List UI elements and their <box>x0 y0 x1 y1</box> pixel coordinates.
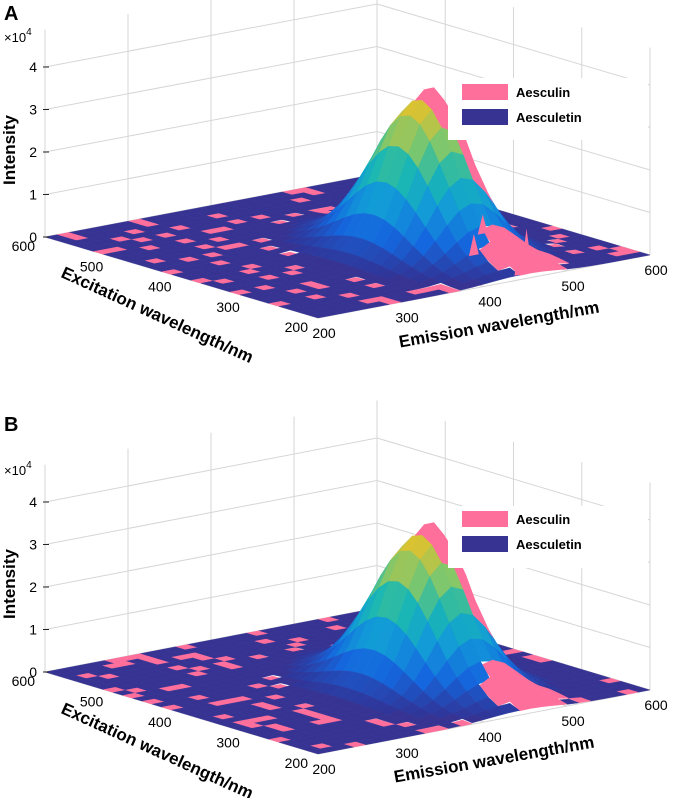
surface-patch <box>449 282 473 291</box>
legend: Aesculin Aesculetin <box>448 506 648 568</box>
surface-patch <box>509 698 532 712</box>
legend-swatch-aesculin <box>462 511 508 527</box>
z-tick-label: 0 <box>29 664 37 680</box>
y-tick-label: 500 <box>80 258 104 274</box>
x-tick-label: 400 <box>478 294 502 310</box>
y-tick-label: 200 <box>285 319 309 335</box>
chart-b: 0 1 2 3 4 200 300 400 500 600 200 300 400 500 600 B ×1… <box>0 400 668 803</box>
legend-swatch-aesculetin <box>462 536 508 552</box>
legend-label-aesculin: Aesculin <box>516 85 570 100</box>
z-tick-label: 1 <box>29 622 37 638</box>
panel-label: B <box>4 414 18 436</box>
z-gridline <box>44 3 651 86</box>
z-tick-label: 3 <box>29 537 37 553</box>
z-tick-label: 4 <box>29 494 37 510</box>
legend-swatch-aesculin <box>462 84 508 100</box>
noise-spike <box>514 245 525 276</box>
surface-patch <box>308 748 330 755</box>
surface-patch <box>308 312 330 319</box>
x-tick-label: 500 <box>561 278 585 294</box>
panel-label: A <box>4 3 18 25</box>
x-tick-label: 400 <box>478 729 502 745</box>
y-tick-label: 400 <box>148 714 172 730</box>
y-tick-label: 500 <box>80 694 104 710</box>
y-tick-label: 200 <box>285 755 309 771</box>
surface-patch <box>384 718 409 725</box>
y-tick-label: 600 <box>12 238 36 254</box>
x-tick-label: 500 <box>561 713 585 729</box>
panel-a: 0 1 2 3 4 200 300 400 500 600 200 300 400 500 600 A ×1… <box>0 0 692 399</box>
legend: Aesculin Aesculetin <box>448 78 648 140</box>
surface-patch <box>569 697 591 704</box>
x-tick-label: 600 <box>644 697 668 713</box>
z-tick-label: 2 <box>29 579 37 595</box>
x-tick-label: 200 <box>312 761 336 777</box>
z-multiplier: ×104 <box>4 27 32 45</box>
z-tick-label: 4 <box>29 59 37 75</box>
x-tick-label: 300 <box>395 745 419 761</box>
noise-spike <box>505 232 516 260</box>
x-tick-label: 200 <box>312 325 336 341</box>
legend-label-aesculetin: Aesculetin <box>516 110 582 125</box>
x-tick-label: 300 <box>395 309 419 325</box>
z-axis-label: Intensity <box>0 549 19 619</box>
surface-patch <box>437 722 461 729</box>
z-tick-label: 3 <box>29 102 37 118</box>
x-tick-label: 600 <box>644 262 668 278</box>
noise-spike <box>477 214 488 235</box>
z-tick-label: 2 <box>29 144 37 160</box>
surface-patch <box>487 253 511 272</box>
panel-b: 0 1 2 3 4 200 300 400 500 600 200 300 400 500 600 B ×1… <box>0 399 692 803</box>
z-axis-label: Intensity <box>0 115 19 185</box>
surface-patch <box>487 688 511 707</box>
legend-label-aesculetin: Aesculetin <box>516 537 582 552</box>
y-tick-label: 300 <box>216 735 240 751</box>
z-multiplier: ×104 <box>4 460 32 478</box>
noise-spike <box>468 233 479 257</box>
noise-spike <box>521 228 532 268</box>
surface-patch <box>461 714 485 724</box>
z-tick-label: 1 <box>29 187 37 203</box>
y-tick-label: 400 <box>148 279 172 295</box>
legend-label-aesculin: Aesculin <box>516 512 570 527</box>
y-tick-label: 300 <box>216 299 240 315</box>
z-tick-label: 0 <box>29 229 37 245</box>
chart-a: 0 1 2 3 4 200 300 400 500 600 200 300 400 500 600 A ×1… <box>0 0 668 367</box>
y-tick-label: 600 <box>12 673 36 689</box>
legend-swatch-aesculetin <box>462 109 508 125</box>
surface-patch <box>258 680 282 687</box>
